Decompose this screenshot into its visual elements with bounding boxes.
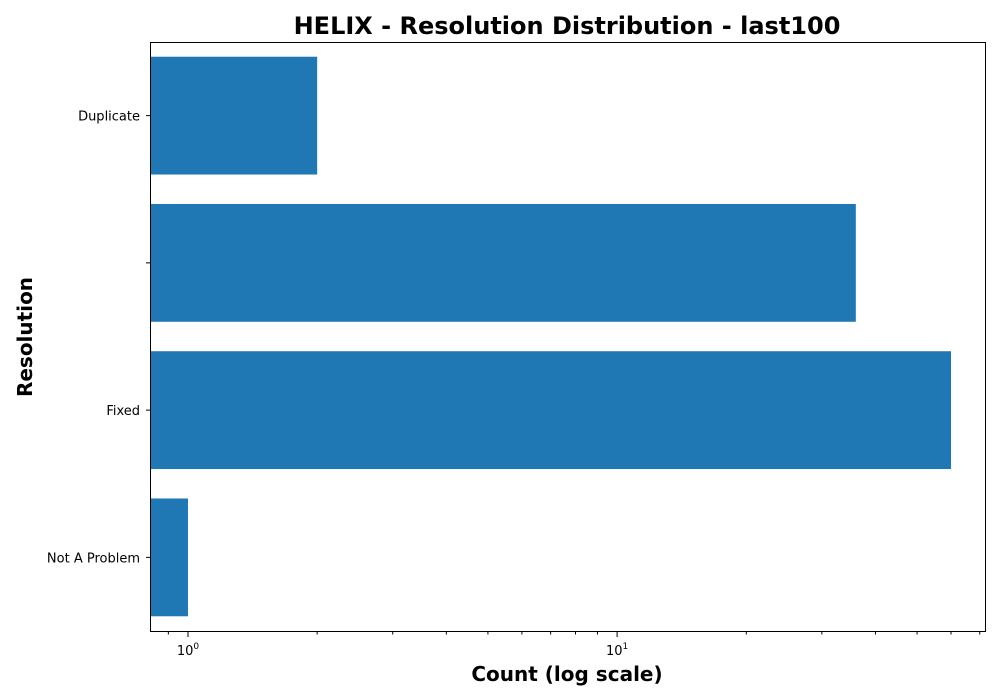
bar-2 bbox=[151, 351, 952, 470]
x-tick-label-0: 100 bbox=[177, 642, 200, 659]
y-axis-label: Resolution bbox=[13, 277, 37, 397]
x-ticks-group: 100 101 bbox=[167, 631, 981, 659]
bar-3 bbox=[151, 498, 188, 617]
chart-title: HELIX - Resolution Distribution - last10… bbox=[294, 12, 841, 40]
x-tick-label-1: 101 bbox=[606, 642, 628, 659]
y-tick-label-2: Fixed bbox=[106, 404, 140, 419]
bar-1 bbox=[151, 203, 856, 322]
y-tick-label-3: Not A Problem bbox=[47, 551, 140, 566]
bars-group bbox=[151, 56, 952, 617]
y-ticks-group: Duplicate Fixed Not A Problem bbox=[47, 110, 151, 566]
plot-area-frame bbox=[150, 42, 986, 632]
x-axis-label: Count (log scale) bbox=[471, 662, 662, 686]
y-tick-label-0: Duplicate bbox=[78, 110, 140, 125]
bar-0 bbox=[151, 56, 318, 175]
